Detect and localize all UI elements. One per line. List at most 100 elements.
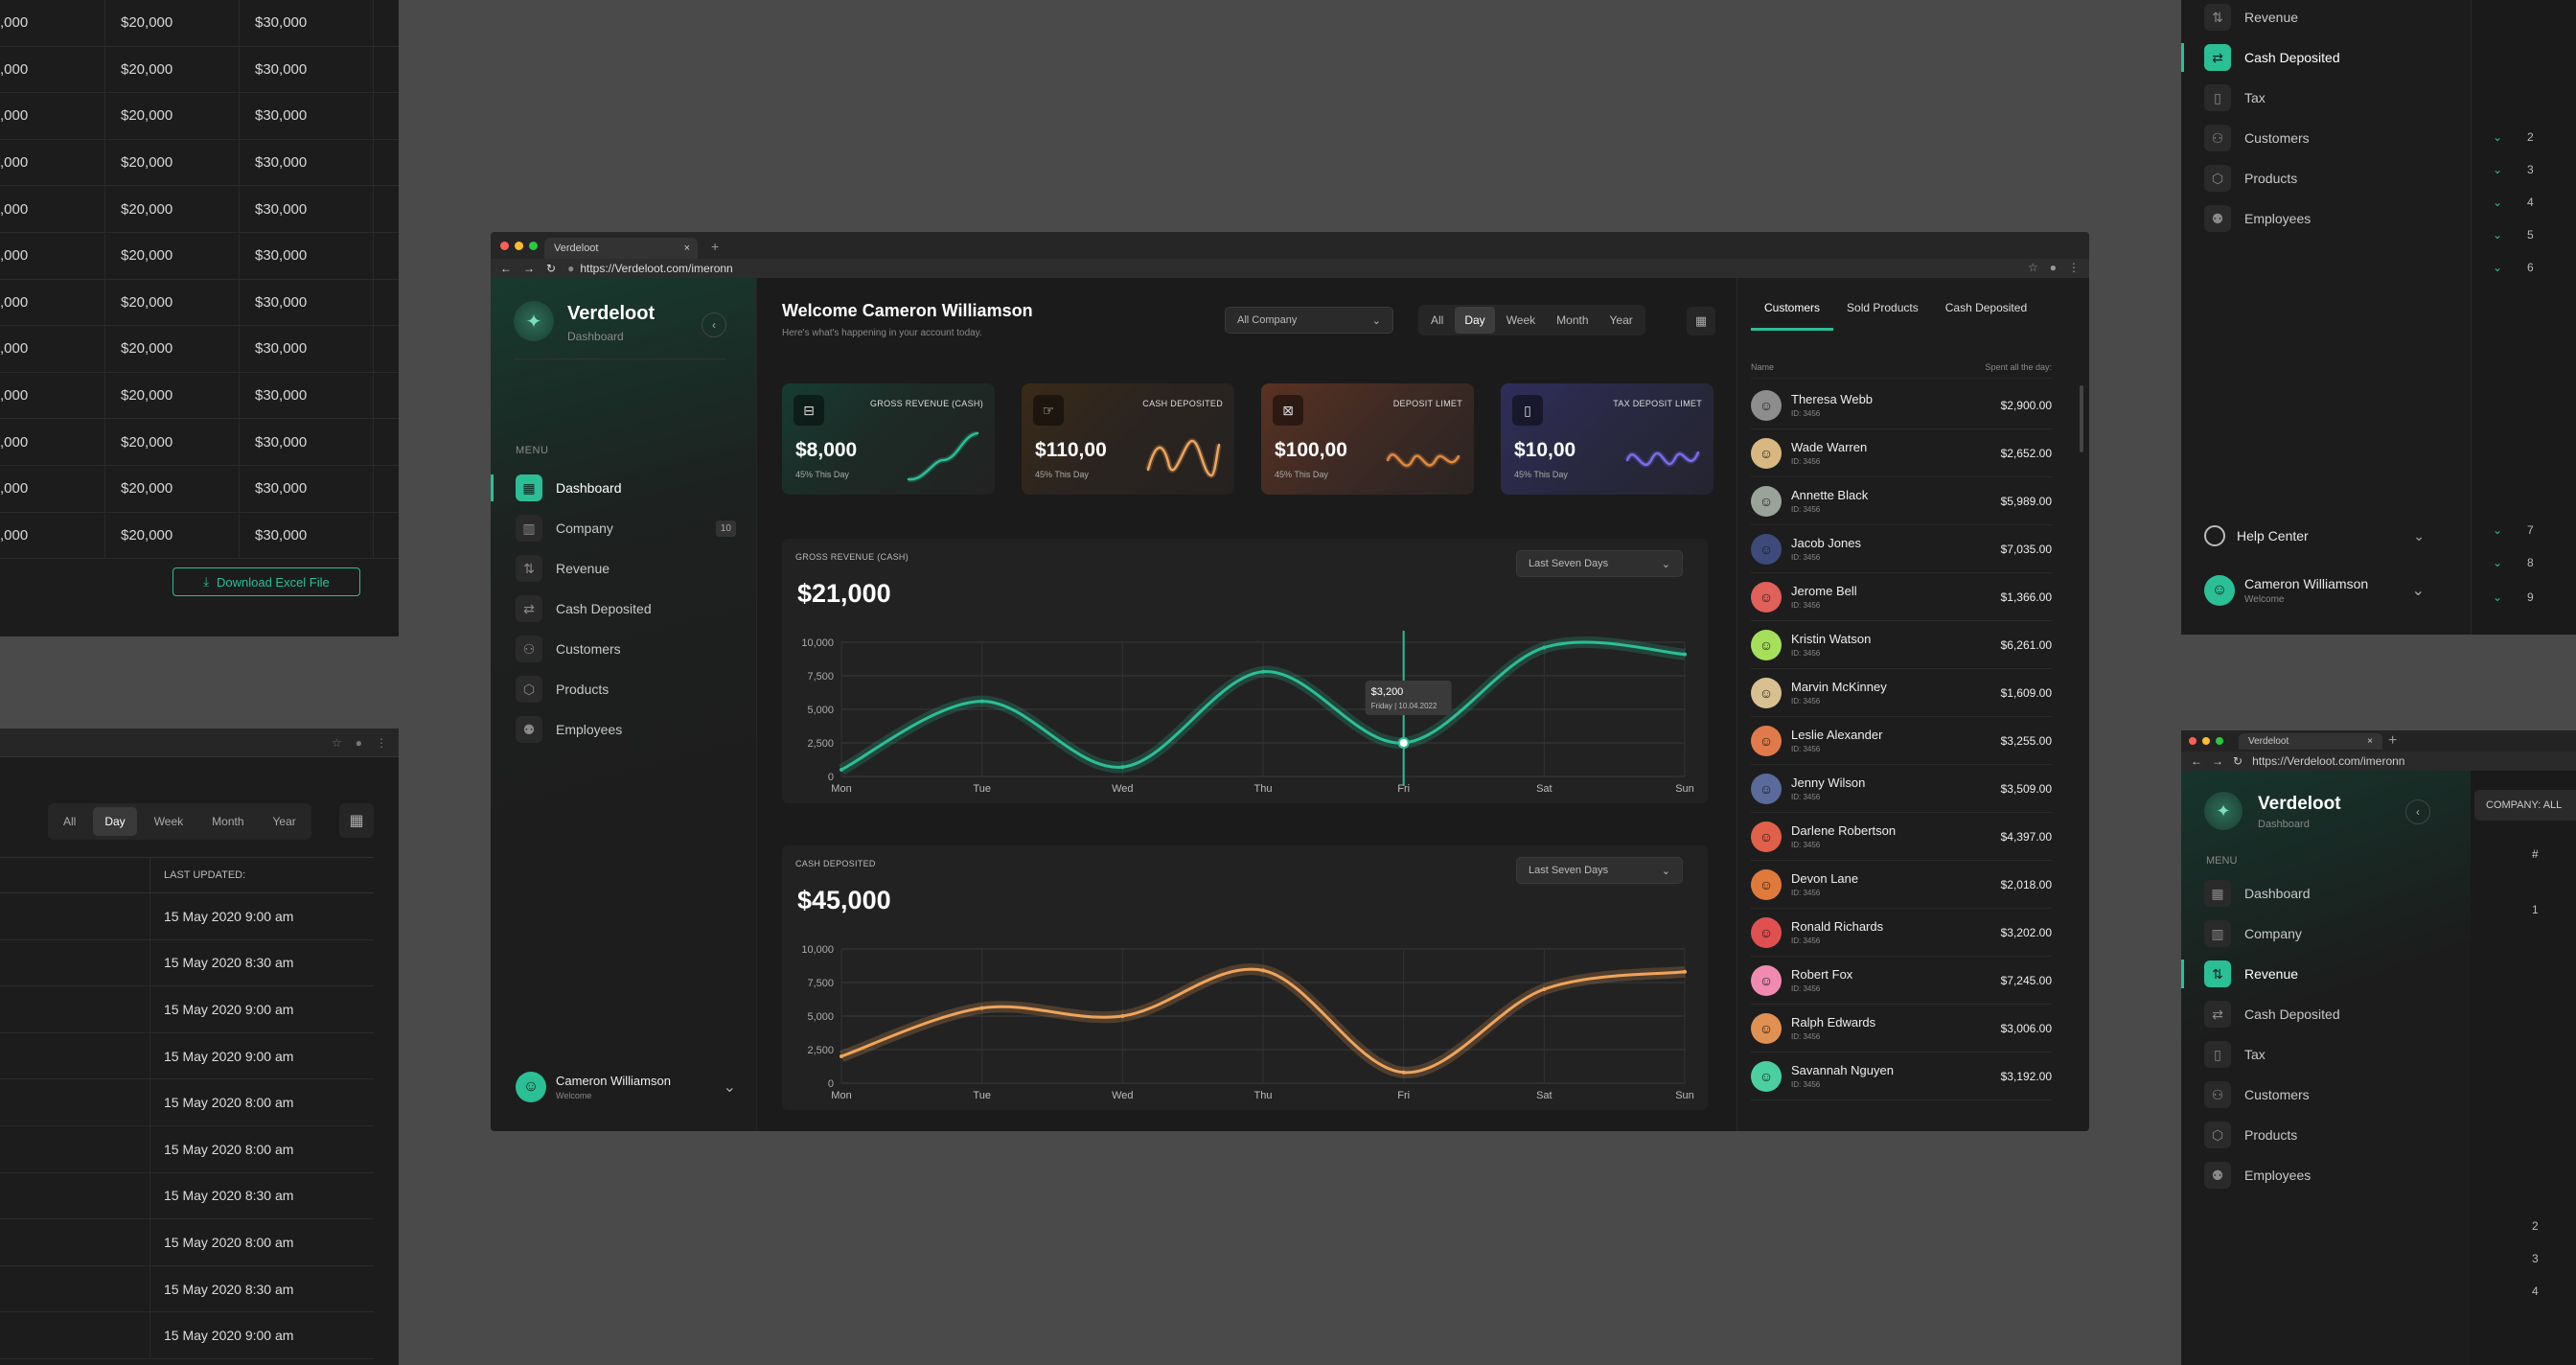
customer-row[interactable]: ☺ Kristin Watson ID: 3456 $6,261.00 xyxy=(1751,621,2052,669)
data-point[interactable] xyxy=(840,768,843,772)
sidebar-item-company[interactable]: ▥ Company xyxy=(2204,918,2302,949)
customer-row[interactable]: ☺ Darlene Robertson ID: 3456 $4,397.00 xyxy=(1751,813,2052,861)
maximize-window-icon[interactable] xyxy=(529,241,538,250)
expand-icon[interactable]: ⌄ xyxy=(2493,196,2503,209)
period-month[interactable]: Month xyxy=(1556,313,1589,327)
sidebar-item-tax[interactable]: ▯ Tax xyxy=(2204,1039,2266,1070)
data-point[interactable] xyxy=(1261,669,1265,674)
period-day[interactable]: Day xyxy=(1455,307,1495,334)
browser-tab[interactable]: Verdeloot × xyxy=(2239,732,2382,750)
expand-icon[interactable]: ⌄ xyxy=(2493,130,2503,144)
close-tab-icon[interactable]: × xyxy=(683,243,690,254)
sidebar-item-customers[interactable]: ⚇ Customers xyxy=(2204,1079,2310,1110)
expand-icon[interactable]: ⌄ xyxy=(2493,163,2503,176)
data-point[interactable] xyxy=(840,1054,843,1058)
data-point[interactable] xyxy=(979,1006,984,1010)
customer-row[interactable]: ☺ Savannah Nguyen ID: 3456 $3,192.00 xyxy=(1751,1053,2052,1100)
close-icon[interactable]: × xyxy=(2367,735,2373,747)
sidebar-item-customers[interactable]: ⚇ Customers xyxy=(516,635,736,663)
customer-row[interactable]: ☺ Devon Lane ID: 3456 $2,018.00 xyxy=(1751,861,2052,909)
period-all[interactable]: All xyxy=(1431,313,1444,327)
user-menu[interactable]: ☺ Cameron Williamson Welcome ⌄ xyxy=(516,1072,736,1102)
extension-icon[interactable]: ● xyxy=(2049,261,2057,274)
customer-row[interactable]: ☺ Leslie Alexander ID: 3456 $3,255.00 xyxy=(1751,717,2052,765)
calendar-icon[interactable]: ▦ xyxy=(339,803,374,838)
address-bar[interactable]: ← → ↻ https://Verdeloot.com/imeronn xyxy=(2181,752,2576,771)
data-point[interactable] xyxy=(1261,968,1265,973)
filter-year[interactable]: Year xyxy=(272,815,296,828)
sidebar-item-cash-deposited[interactable]: ⇄ Cash Deposited xyxy=(516,594,736,623)
forward-icon[interactable]: → xyxy=(523,262,535,275)
tab-cash-deposited[interactable]: Cash Deposited xyxy=(1944,301,2028,314)
user-menu[interactable]: ☺ Cameron Williamson Welcome ⌄ xyxy=(2204,575,2425,606)
customer-row[interactable]: ☺ Jerome Bell ID: 3456 $1,366.00 xyxy=(1751,573,2052,621)
sidebar-item-customers[interactable]: ⚇ Customers xyxy=(2204,123,2310,153)
data-point[interactable] xyxy=(1683,969,1687,974)
scrollbar[interactable] xyxy=(2080,385,2083,452)
more-icon[interactable]: ⋮ xyxy=(2068,261,2080,274)
sidebar-item-products[interactable]: ⬡ Products xyxy=(2204,1120,2297,1150)
sidebar-item-dashboard[interactable]: ▦ Dashboard xyxy=(516,474,736,502)
customer-row[interactable]: ☺ Robert Fox ID: 3456 $7,245.00 xyxy=(1751,957,2052,1005)
sidebar-item-cash-deposited[interactable]: ⇄ Cash Deposited xyxy=(2204,999,2340,1030)
sidebar-item-employees[interactable]: ⚉ Employees xyxy=(2204,203,2311,234)
sidebar-item-products[interactable]: ⬡ Products xyxy=(516,675,736,704)
star-icon[interactable]: ☆ xyxy=(331,735,342,750)
sidebar-item-employees[interactable]: ⚉ Employees xyxy=(2204,1160,2311,1191)
period-year[interactable]: Year xyxy=(1609,313,1633,327)
sidebar-item-revenue[interactable]: ⇅ Revenue xyxy=(2204,959,2298,989)
sidebar-item-products[interactable]: ⬡ Products xyxy=(2204,163,2297,194)
expand-icon[interactable]: ⌄ xyxy=(2493,261,2503,274)
data-point[interactable] xyxy=(1542,645,1547,650)
new-tab-icon[interactable]: + xyxy=(711,239,720,254)
range-select[interactable]: Last Seven Days ⌄ xyxy=(1516,550,1683,577)
company-filter[interactable]: COMPANY: ALL xyxy=(2474,790,2576,821)
data-point[interactable] xyxy=(1120,1014,1125,1018)
back-icon[interactable]: ← xyxy=(500,262,512,275)
tab-sold-products[interactable]: Sold Products xyxy=(1847,301,1919,314)
close-window-icon[interactable] xyxy=(500,241,509,250)
sidebar-item-revenue[interactable]: ⇅ Revenue xyxy=(516,554,736,583)
filter-month[interactable]: Month xyxy=(212,815,244,828)
sidebar-item-company[interactable]: ▥ Company 10 xyxy=(516,514,736,543)
back-icon[interactable]: ← xyxy=(2191,754,2202,768)
calendar-icon[interactable]: ▦ xyxy=(1687,307,1715,335)
data-point[interactable] xyxy=(1683,652,1687,657)
filter-all[interactable]: All xyxy=(63,815,77,828)
customer-row[interactable]: ☺ Wade Warren ID: 3456 $2,652.00 xyxy=(1751,429,2052,477)
period-week[interactable]: Week xyxy=(1506,313,1536,327)
expand-icon[interactable]: ⌄ xyxy=(2493,590,2503,604)
forward-icon[interactable]: → xyxy=(2212,754,2223,768)
filter-day[interactable]: Day xyxy=(93,807,137,836)
sidebar-item-tax[interactable]: ▯ Tax xyxy=(2204,82,2266,113)
sidebar-item-revenue[interactable]: ⇅ Revenue xyxy=(2204,2,2298,33)
stat-card[interactable]: ⊟ GROSS REVENUE (CASH) $8,000 45% This Day xyxy=(782,383,995,495)
star-icon[interactable]: ☆ xyxy=(2027,261,2038,274)
sidebar-item-dashboard[interactable]: ▦ Dashboard xyxy=(2204,878,2311,909)
address-bar[interactable]: ← → ↻ ● https://Verdeloot.com/imeronn ☆ … xyxy=(491,259,2089,278)
customer-row[interactable]: ☺ Ralph Edwards ID: 3456 $3,006.00 xyxy=(1751,1005,2052,1053)
collapse-button[interactable]: ‹ xyxy=(2405,799,2430,824)
sidebar-item-employees[interactable]: ⚉ Employees xyxy=(516,715,736,744)
stat-card[interactable]: ▯ TAX DEPOSIT LIMET $10,00 45% This Day xyxy=(1501,383,1714,495)
reload-icon[interactable]: ↻ xyxy=(546,262,557,275)
tab-customers[interactable]: Customers xyxy=(1751,293,1834,331)
data-point[interactable] xyxy=(1542,987,1547,991)
expand-icon[interactable]: ⌄ xyxy=(2493,228,2503,242)
browser-tab[interactable]: Verdeloot × xyxy=(544,238,698,259)
new-tab-icon[interactable]: + xyxy=(2388,732,2398,749)
customer-row[interactable]: ☺ Jacob Jones ID: 3456 $7,035.00 xyxy=(1751,525,2052,573)
more-icon[interactable]: ⋮ xyxy=(376,735,387,750)
expand-icon[interactable]: ⌄ xyxy=(2493,523,2503,537)
customer-row[interactable]: ☺ Marvin McKinney ID: 3456 $1,609.00 xyxy=(1751,669,2052,717)
customer-row[interactable]: ☺ Ronald Richards ID: 3456 $3,202.00 xyxy=(1751,909,2052,957)
customer-row[interactable]: ☺ Annette Black ID: 3456 $5,989.00 xyxy=(1751,477,2052,525)
stat-card[interactable]: ⊠ DEPOSIT LIMET $100,00 45% This Day xyxy=(1261,383,1474,495)
help-center[interactable]: Help Center ⌄ xyxy=(2204,525,2425,546)
data-point[interactable] xyxy=(1120,765,1125,770)
sidebar-item-cash-deposited[interactable]: ⇄ Cash Deposited xyxy=(2204,42,2340,73)
range-select[interactable]: Last Seven Days ⌄ xyxy=(1516,857,1683,884)
download-excel-button[interactable]: ⤓ Download Excel File xyxy=(172,567,360,596)
customer-row[interactable]: ☺ Theresa Webb ID: 3456 $2,900.00 xyxy=(1751,382,2052,429)
collapse-sidebar-button[interactable]: ‹ xyxy=(702,312,726,337)
